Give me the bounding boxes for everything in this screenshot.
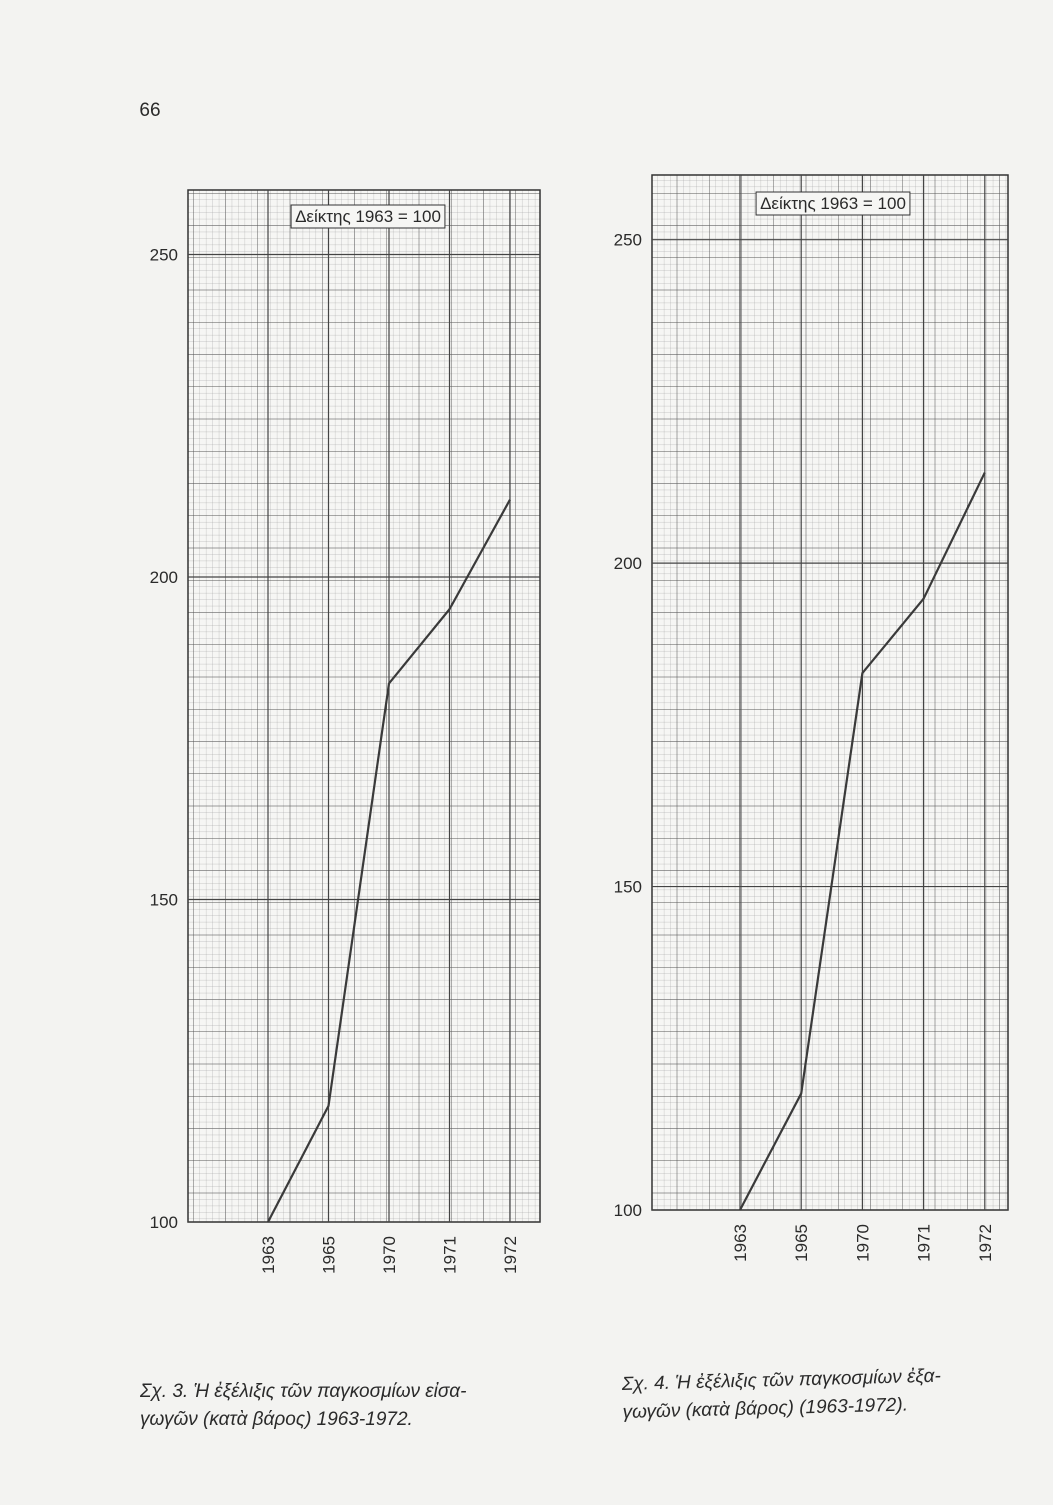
annotation-box [755, 191, 911, 216]
y-tick-label: 250 [614, 231, 642, 250]
annotation: Δείκτης 1963 = 100 [295, 207, 441, 226]
x-tick-label: 1970 [853, 1224, 872, 1262]
chart [187, 189, 541, 1223]
y-tick-label: 100 [150, 1213, 178, 1232]
x-tick-label: 1963 [259, 1236, 278, 1274]
graph-paper-major [652, 175, 1008, 1210]
graph-paper-major [188, 190, 540, 1222]
x-tick-label: 1971 [441, 1236, 460, 1274]
annotation: Δείκτης 1963 = 100 [760, 194, 906, 213]
x-tick-label: 1971 [915, 1224, 934, 1262]
x-tick-label: 1965 [792, 1224, 811, 1262]
y-tick-label: 150 [614, 878, 642, 897]
annotation-box [290, 204, 446, 229]
x-tick-label: 1972 [976, 1224, 995, 1262]
y-tick-label: 200 [614, 554, 642, 573]
caption: γωγῶν (κατὰ βάρος) 1963-1972. [140, 1409, 413, 1430]
data-line [739, 472, 986, 1211]
y-tick-label: 200 [150, 568, 178, 587]
y-tick-label: 150 [150, 891, 178, 910]
x-tick-label: 1972 [501, 1236, 520, 1274]
x-tick-label: 1963 [731, 1224, 750, 1262]
x-tick-label: 1965 [320, 1236, 339, 1274]
y-tick-label: 100 [614, 1201, 642, 1220]
y-tick-label: 250 [150, 246, 178, 265]
chart [651, 174, 1009, 1211]
page-number: 66 [139, 100, 160, 121]
data-line [267, 499, 511, 1223]
x-tick-label: 1970 [380, 1236, 399, 1274]
caption: Σχ. 3. Ἡ ἐξέλιξις τῶν παγκοσμίων εἰσα- [139, 1381, 466, 1402]
